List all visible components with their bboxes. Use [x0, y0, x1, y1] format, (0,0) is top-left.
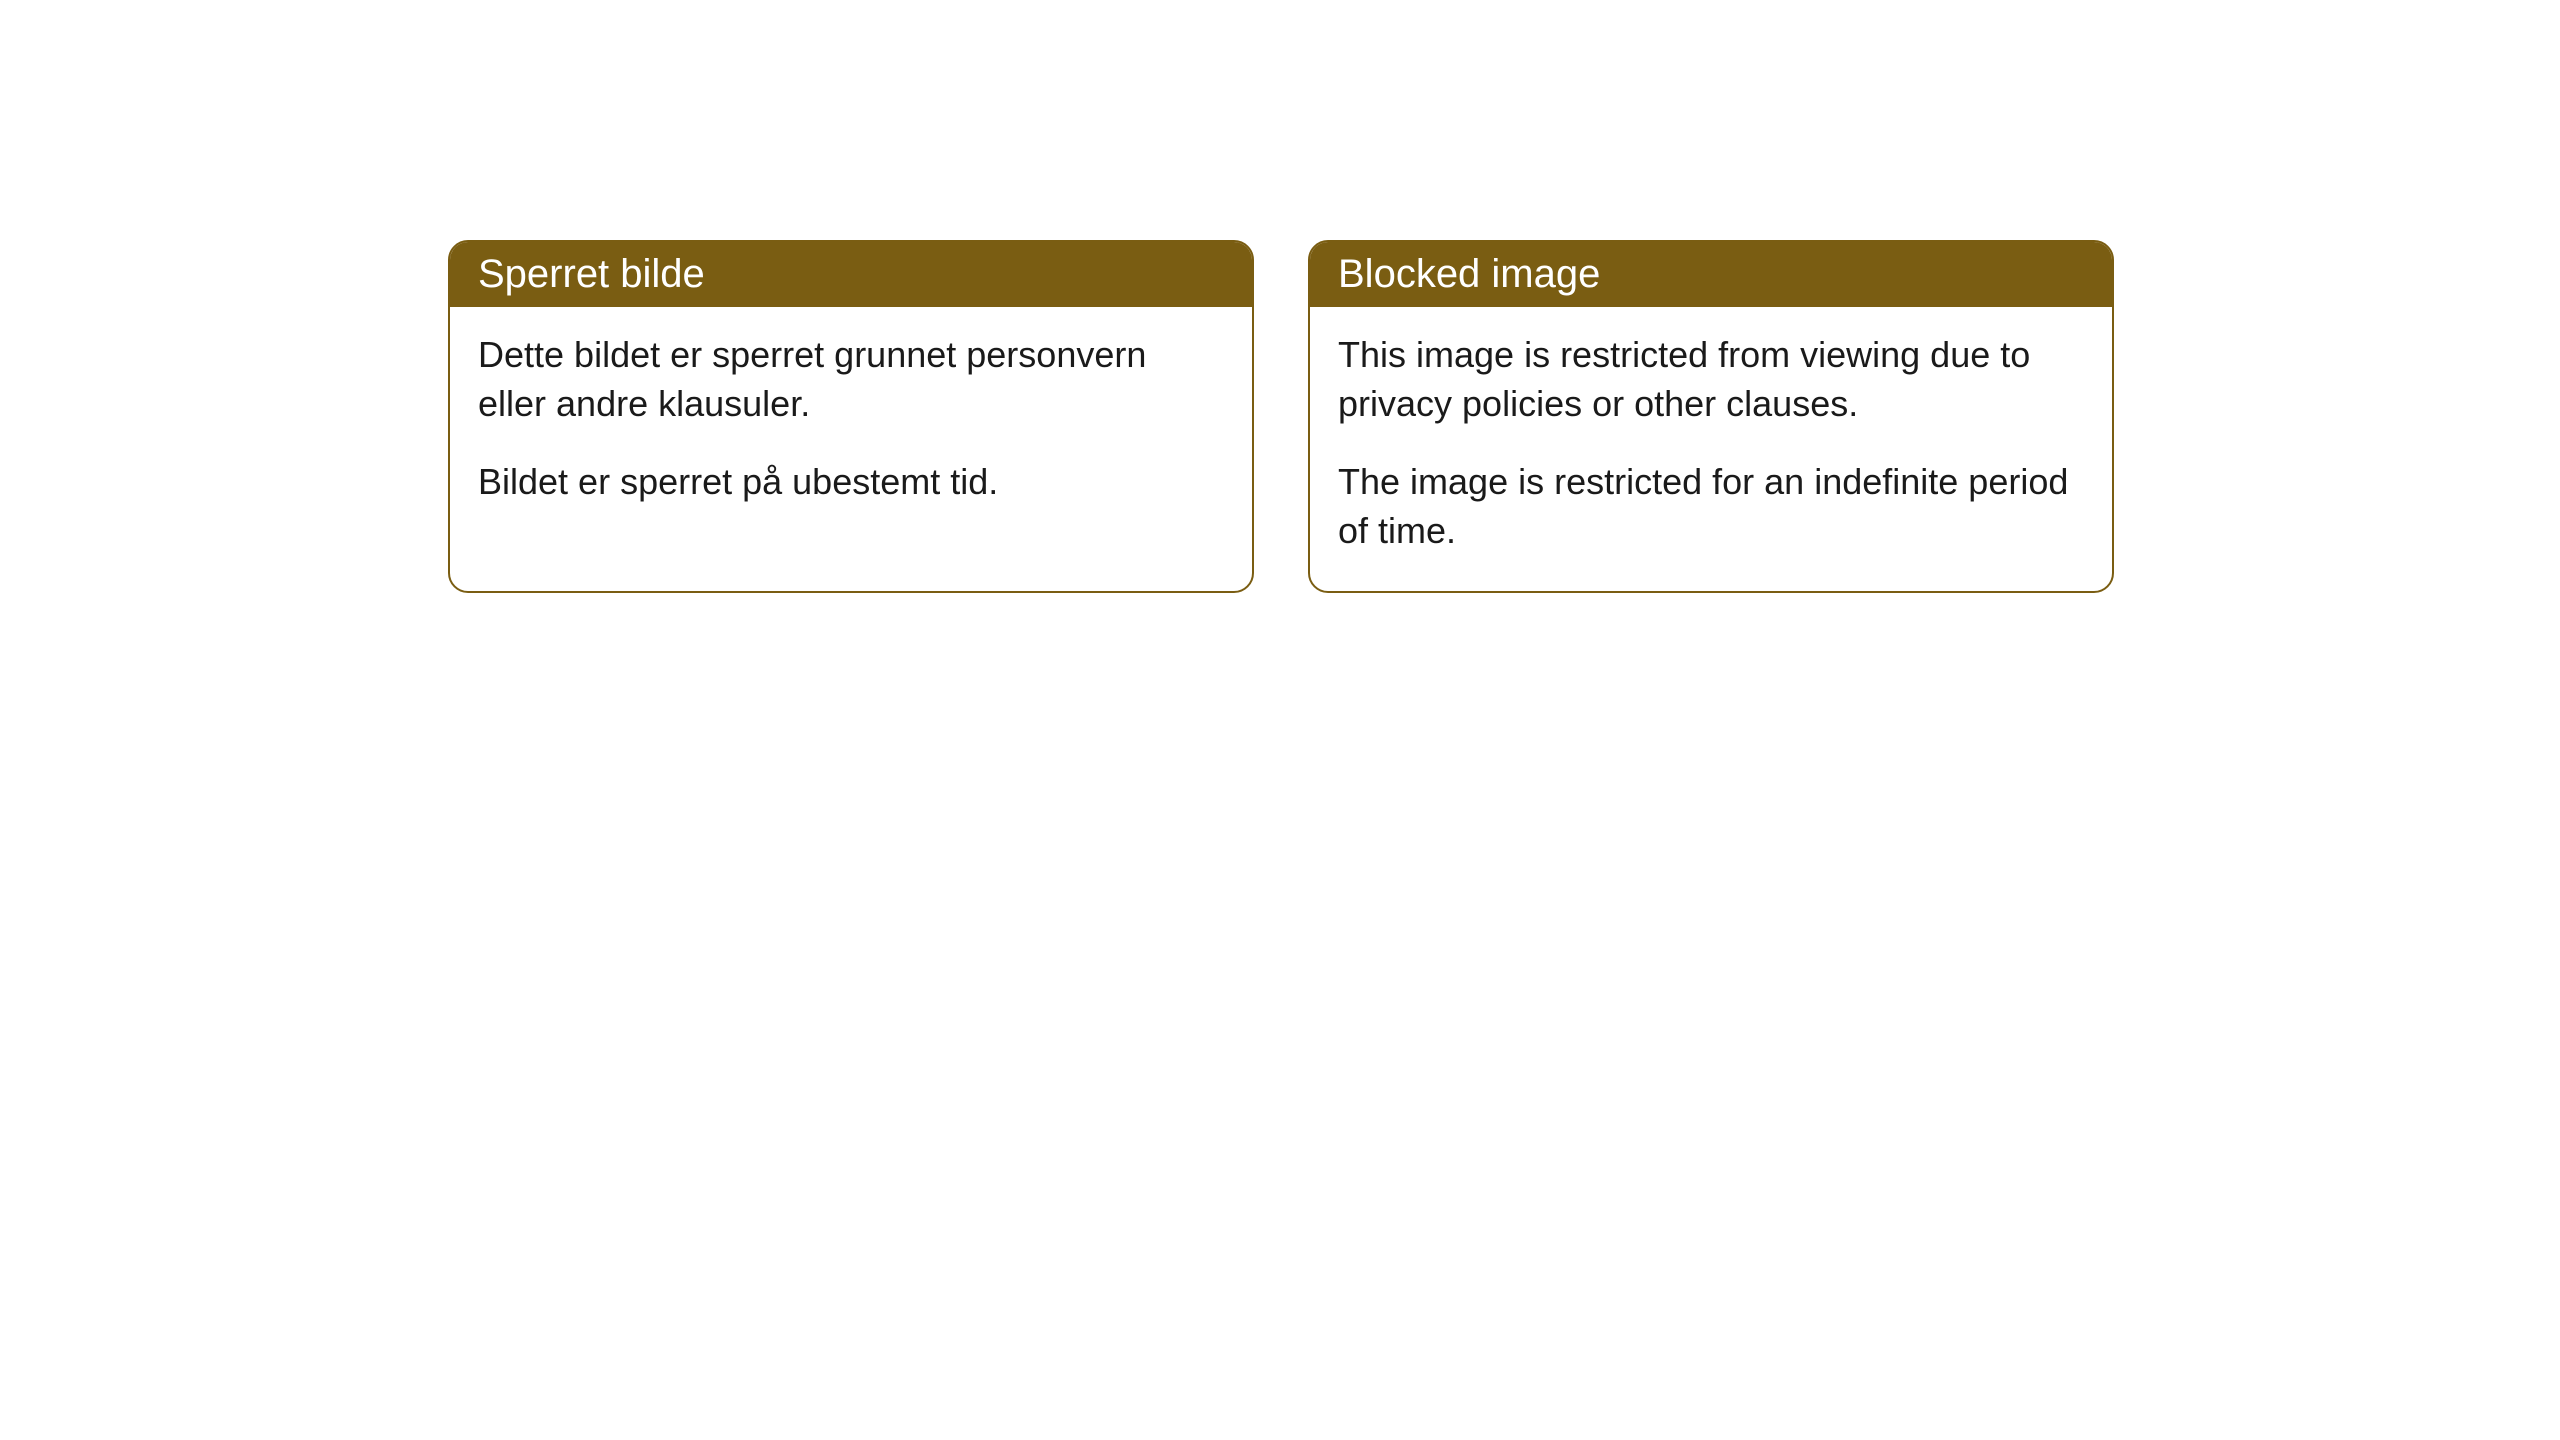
card-english: Blocked image This image is restricted f… [1308, 240, 2114, 593]
card-paragraph: This image is restricted from viewing du… [1338, 331, 2084, 428]
card-paragraph: The image is restricted for an indefinit… [1338, 458, 2084, 555]
card-paragraph: Bildet er sperret på ubestemt tid. [478, 458, 1224, 507]
cards-container: Sperret bilde Dette bildet er sperret gr… [0, 0, 2560, 593]
card-body-english: This image is restricted from viewing du… [1310, 307, 2112, 591]
card-norwegian: Sperret bilde Dette bildet er sperret gr… [448, 240, 1254, 593]
card-paragraph: Dette bildet er sperret grunnet personve… [478, 331, 1224, 428]
card-body-norwegian: Dette bildet er sperret grunnet personve… [450, 307, 1252, 543]
card-header-norwegian: Sperret bilde [450, 242, 1252, 307]
card-header-english: Blocked image [1310, 242, 2112, 307]
